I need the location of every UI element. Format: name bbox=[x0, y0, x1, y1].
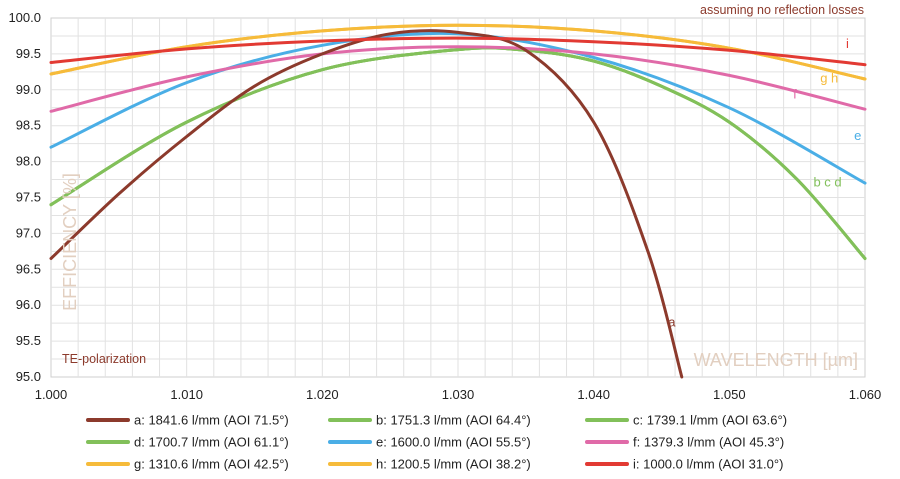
y-tick-label: 98.0 bbox=[16, 154, 41, 169]
y-tick-label: 99.5 bbox=[16, 46, 41, 61]
y-tick-label: 98.5 bbox=[16, 118, 41, 133]
y-tick-label: 95.5 bbox=[16, 333, 41, 348]
x-tick-labels: 1.000 1.010 1.020 1.030 1.040 1.050 1.060 bbox=[35, 387, 882, 402]
y-tick-label: 96.0 bbox=[16, 297, 41, 312]
curve-label: f bbox=[793, 86, 797, 101]
curve-label: b c d bbox=[813, 175, 841, 190]
series-line-h bbox=[49, 23, 867, 81]
legend-entry-f: f: 1379.3 l/mm (AOI 45.3°) bbox=[633, 435, 784, 450]
y-tick-labels: 95.0 95.5 96.0 96.5 97.0 97.5 98.0 98.5 99.0 99.5… bbox=[8, 10, 41, 384]
y-tick-label: 100.0 bbox=[8, 10, 41, 25]
curve-label: i bbox=[846, 36, 849, 51]
y-tick-label: 96.5 bbox=[16, 261, 41, 276]
series-lines bbox=[49, 23, 867, 379]
curve-label: a bbox=[668, 315, 676, 330]
legend-entry-d: d: 1700.7 l/mm (AOI 61.1°) bbox=[134, 435, 289, 450]
series-line-d bbox=[49, 46, 867, 260]
x-tick-label: 1.050 bbox=[713, 387, 746, 402]
series-line-a bbox=[49, 29, 684, 379]
x-tick-label: 1.020 bbox=[306, 387, 339, 402]
legend-entry-h: h: 1200.5 l/mm (AOI 38.2°) bbox=[376, 457, 531, 472]
y-tick-label: 95.0 bbox=[16, 369, 41, 384]
legend-entry-a: a: 1841.6 l/mm (AOI 71.5°) bbox=[134, 413, 289, 428]
x-tick-label: 1.000 bbox=[35, 387, 68, 402]
series-line-i bbox=[49, 36, 867, 67]
x-tick-label: 1.010 bbox=[170, 387, 203, 402]
annotation-polarization: TE-polarization bbox=[62, 352, 146, 366]
series-line-f bbox=[49, 45, 867, 113]
y-axis-title: EFFICIENCY [%] bbox=[60, 173, 80, 311]
legend-entry-c: c: 1739.1 l/mm (AOI 63.6°) bbox=[633, 413, 787, 428]
curve-label: e bbox=[854, 128, 861, 143]
y-tick-label: 99.0 bbox=[16, 82, 41, 97]
x-axis-title: WAVELENGTH [µm] bbox=[694, 350, 858, 370]
legend-entry-i: i: 1000.0 l/mm (AOI 31.0°) bbox=[633, 457, 783, 472]
grid bbox=[50, 17, 866, 378]
curve-label: g h bbox=[820, 71, 838, 86]
x-tick-label: 1.060 bbox=[849, 387, 882, 402]
y-tick-label: 97.0 bbox=[16, 225, 41, 240]
curve-labels: a b c d e f g h i bbox=[668, 36, 861, 330]
legend: a: 1841.6 l/mm (AOI 71.5°) b: 1751.3 l/mm… bbox=[86, 413, 787, 472]
legend-entry-g: g: 1310.6 l/mm (AOI 42.5°) bbox=[134, 457, 289, 472]
legend-entry-b: b: 1751.3 l/mm (AOI 64.4°) bbox=[376, 413, 531, 428]
x-tick-label: 1.030 bbox=[442, 387, 475, 402]
y-tick-label: 97.5 bbox=[16, 190, 41, 205]
x-tick-label: 1.040 bbox=[577, 387, 610, 402]
annotation-reflection: assuming no reflection losses bbox=[700, 3, 864, 17]
legend-entry-e: e: 1600.0 l/mm (AOI 55.5°) bbox=[376, 435, 531, 450]
